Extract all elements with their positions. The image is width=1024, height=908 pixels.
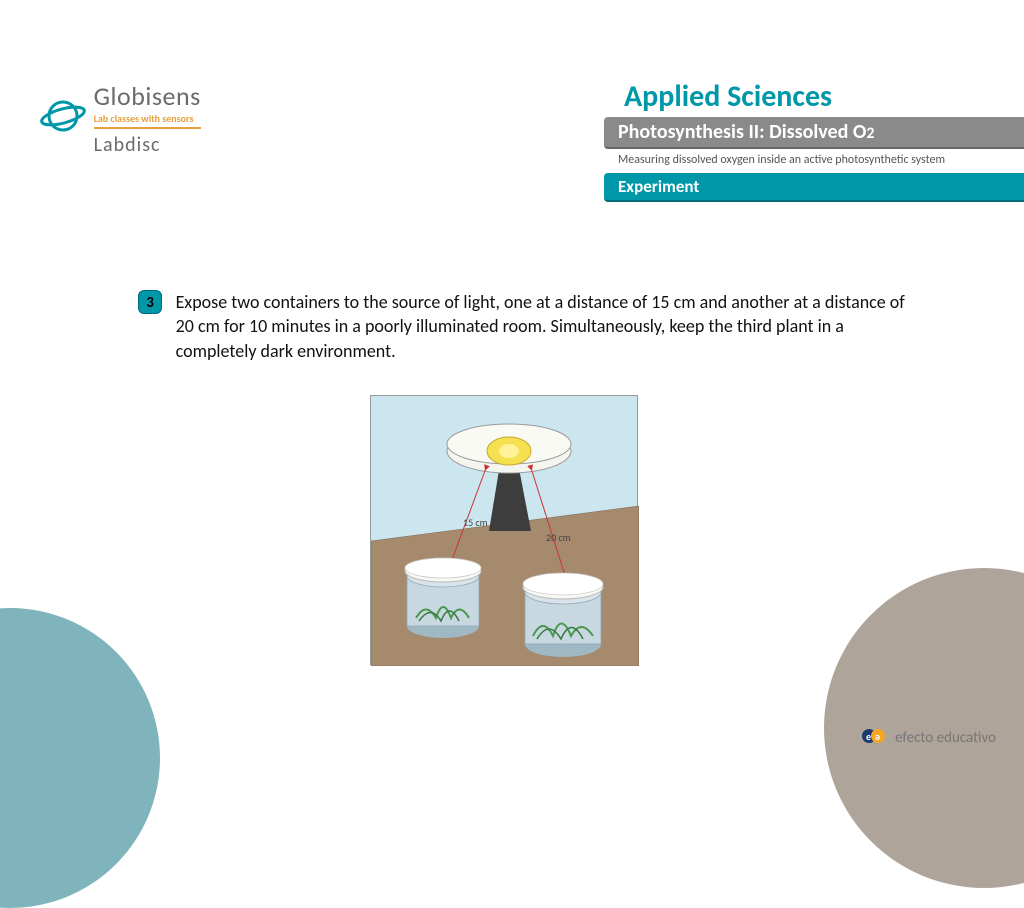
step-number-badge: 3 [138,290,162,314]
jar-left [405,558,481,638]
topic-title-bar: Photosynthesis II: Dissolved O2 [604,117,1024,149]
logo-sub-text: Labdisc [94,133,201,157]
footer-brand-text: efecto educativo [895,729,996,747]
topic-title: Photosynthesis II: Dissolved O [618,120,866,144]
topic-title-subscript: 2 [866,124,874,143]
svg-text:e: e [866,730,871,743]
svg-text:ə: ə [875,730,880,743]
header-block: Applied Sciences Photosynthesis II: Diss… [604,78,1024,202]
step-block: 3 Expose two containers to the source of… [138,290,938,363]
section-label: Experiment [604,173,1024,202]
logo-tagline: Lab classes with sensors [94,112,201,129]
decorative-corner-bottom-left [0,608,160,908]
distance-label-20: 20 cm [546,531,571,544]
category-title: Applied Sciences [604,78,1024,115]
logo-main-text: Globisens [94,80,201,112]
step-instruction-text: Expose two containers to the source of l… [176,290,916,363]
ee-logo-icon: e ə [862,727,886,750]
experiment-diagram: 15 cm 20 cm [370,395,638,665]
brand-logo: Globisens Lab classes with sensors Labdi… [40,80,280,157]
footer-brand: e ə efecto educativo [862,727,996,750]
distance-label-15: 15 cm [463,516,488,529]
jar-right [523,573,603,657]
globe-icon [40,96,86,141]
topic-description: Measuring dissolved oxygen inside an act… [604,149,1024,173]
